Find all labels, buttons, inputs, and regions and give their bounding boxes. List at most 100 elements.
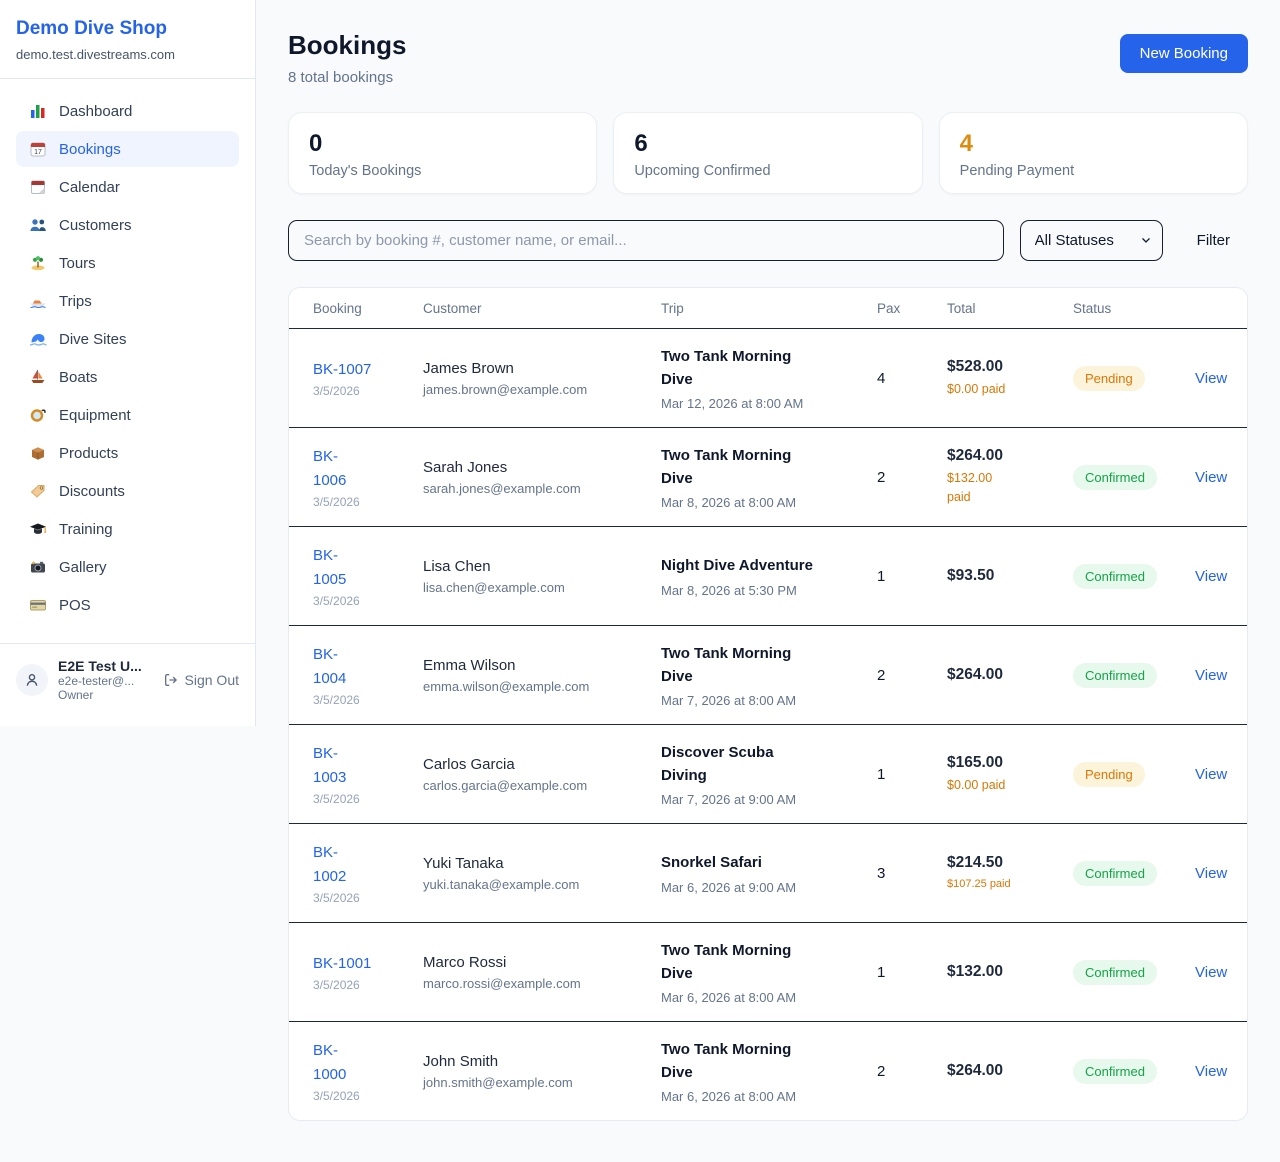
table-row: BK-1006 3/5/2026 Sarah Jones sarah.jones… <box>289 427 1247 526</box>
sidebar: Demo Dive Shop demo.test.divestreams.com… <box>0 0 256 726</box>
status-cell: Confirmed <box>1073 662 1195 688</box>
status-cell: Confirmed <box>1073 860 1195 886</box>
booking-id-link[interactable]: BK-1000 <box>313 1042 347 1083</box>
booking-cell: BK-1007 3/5/2026 <box>313 358 423 398</box>
view-link[interactable]: View <box>1195 765 1228 783</box>
search-input[interactable] <box>288 220 1004 261</box>
sidebar-item-label: Calendar <box>59 178 120 196</box>
brand-block: Demo Dive Shop demo.test.divestreams.com <box>0 0 255 79</box>
total-cell: $132.00 <box>947 963 1073 981</box>
trip-cell: Two Tank Morning Dive Mar 12, 2026 at 8:… <box>661 345 877 412</box>
status-badge: Confirmed <box>1073 662 1157 688</box>
trip-cell: Night Dive Adventure Mar 8, 2026 at 5:30… <box>661 554 877 597</box>
sidebar-item-boats[interactable]: Boats <box>16 359 239 395</box>
customer-name: Marco Rossi <box>423 953 507 971</box>
sidebar-item-customers[interactable]: Customers <box>16 207 239 243</box>
table-row: BK-1004 3/5/2026 Emma Wilson emma.wilson… <box>289 625 1247 724</box>
customer-name: James Brown <box>423 359 514 377</box>
view-link[interactable]: View <box>1195 666 1228 684</box>
customer-email: john.smith@example.com <box>423 1074 573 1090</box>
new-booking-button[interactable]: New Booking <box>1119 34 1248 73</box>
status-badge: Confirmed <box>1073 860 1157 886</box>
status-filter-select[interactable]: All Statuses <box>1019 220 1163 261</box>
table-row: BK-1005 3/5/2026 Lisa Chen lisa.chen@exa… <box>289 526 1247 625</box>
view-link[interactable]: View <box>1195 369 1228 387</box>
table-row: BK-1002 3/5/2026 Yuki Tanaka yuki.tanaka… <box>289 823 1247 922</box>
sidebar-item-label: Discounts <box>59 482 125 500</box>
sidebar-item-bookings[interactable]: 17 Bookings <box>16 131 239 167</box>
booking-date: 3/5/2026 <box>313 791 360 806</box>
pax-value: 1 <box>877 765 886 783</box>
sidebar-item-training[interactable]: Training <box>16 511 239 547</box>
booking-date: 3/5/2026 <box>313 978 360 993</box>
pax-value: 1 <box>877 567 886 585</box>
sidebar-item-discounts[interactable]: Discounts <box>16 473 239 509</box>
booking-id-link[interactable]: BK-1001 <box>313 954 372 972</box>
view-link[interactable]: View <box>1195 1062 1228 1080</box>
booking-date: 3/5/2026 <box>313 1088 360 1103</box>
total-amount: $93.50 <box>947 567 995 584</box>
sidebar-item-label: Dashboard <box>59 102 133 120</box>
sidebar-item-label: Products <box>59 444 119 462</box>
stat-label: Pending Payment <box>959 163 1075 179</box>
status-badge: Confirmed <box>1073 1058 1157 1084</box>
sailboat-icon <box>29 368 47 386</box>
table-row: BK-1001 3/5/2026 Marco Rossi marco.rossi… <box>289 922 1247 1021</box>
customer-cell: Lisa Chen lisa.chen@example.com <box>423 558 661 595</box>
trip-name: Night Dive Adventure <box>661 557 813 575</box>
stat-value: 6 <box>634 130 648 157</box>
sidebar-item-gallery[interactable]: Gallery <box>16 549 239 585</box>
booking-date: 3/5/2026 <box>313 384 360 399</box>
booking-id-link[interactable]: BK-1002 <box>313 844 347 885</box>
booking-cell: BK-1004 3/5/2026 <box>313 643 423 707</box>
filter-button[interactable]: Filter <box>1179 224 1248 257</box>
booking-id-link[interactable]: BK-1006 <box>313 448 347 489</box>
booking-id-link[interactable]: BK-1004 <box>313 646 347 687</box>
sidebar-item-calendar[interactable]: Calendar <box>16 169 239 205</box>
table-header-row: Booking Customer Trip Pax Total Status <box>289 288 1247 328</box>
sidebar-item-equipment[interactable]: Equipment <box>16 397 239 433</box>
booking-id-link[interactable]: BK-1005 <box>313 547 347 588</box>
total-cell: $264.00 <box>947 1062 1073 1080</box>
trip-name: Two Tank Morning Dive <box>661 446 792 487</box>
stat-card-upcoming-confirmed: 6 Upcoming Confirmed <box>613 112 923 194</box>
package-icon <box>29 444 47 462</box>
total-amount: $264.00 <box>947 1062 1004 1079</box>
column-header-pax: Pax <box>877 300 901 316</box>
sidebar-item-dive-sites[interactable]: Dive Sites <box>16 321 239 357</box>
customer-cell: Emma Wilson emma.wilson@example.com <box>423 657 661 694</box>
total-amount: $528.00 <box>947 357 1004 375</box>
people-icon <box>29 216 47 234</box>
sidebar-item-trips[interactable]: Trips <box>16 283 239 319</box>
sidebar-item-tours[interactable]: Tours <box>16 245 239 281</box>
total-amount: $264.00 <box>947 666 1004 683</box>
stat-card-todays-bookings: 0 Today's Bookings <box>288 112 598 194</box>
booking-id-link[interactable]: BK-1007 <box>313 360 372 378</box>
sidebar-item-label: Equipment <box>59 406 131 424</box>
sidebar-item-products[interactable]: Products <box>16 435 239 471</box>
status-badge: Confirmed <box>1073 959 1157 985</box>
sign-out-button[interactable]: Sign Out <box>163 672 239 688</box>
sidebar-nav: Dashboard 17 Bookings Calendar Customers… <box>0 79 255 637</box>
view-link[interactable]: View <box>1195 567 1228 585</box>
booking-date: 3/5/2026 <box>313 890 360 905</box>
trip-datetime: Mar 6, 2026 at 9:00 AM <box>661 879 797 895</box>
booking-cell: BK-1002 3/5/2026 <box>313 841 423 905</box>
view-link[interactable]: View <box>1195 468 1228 486</box>
column-header-status: Status <box>1073 300 1112 316</box>
sidebar-item-pos[interactable]: POS <box>16 587 239 623</box>
sidebar-item-label: Trips <box>59 292 92 310</box>
view-link[interactable]: View <box>1195 864 1228 882</box>
paid-amount: $107.25 paid <box>947 877 1011 890</box>
booking-cell: BK-1006 3/5/2026 <box>313 445 423 509</box>
pax-value: 1 <box>877 963 886 981</box>
avatar <box>16 664 48 696</box>
stat-card-pending-payment: 4 Pending Payment <box>938 112 1248 194</box>
view-link[interactable]: View <box>1195 963 1228 981</box>
sidebar-item-label: Boats <box>59 368 98 386</box>
user-email: e2e-tester@... <box>58 674 135 688</box>
customer-cell: Marco Rossi marco.rossi@example.com <box>423 954 661 991</box>
sidebar-item-dashboard[interactable]: Dashboard <box>16 93 239 129</box>
booking-id-link[interactable]: BK-1003 <box>313 745 347 786</box>
stat-value: 4 <box>959 130 974 157</box>
